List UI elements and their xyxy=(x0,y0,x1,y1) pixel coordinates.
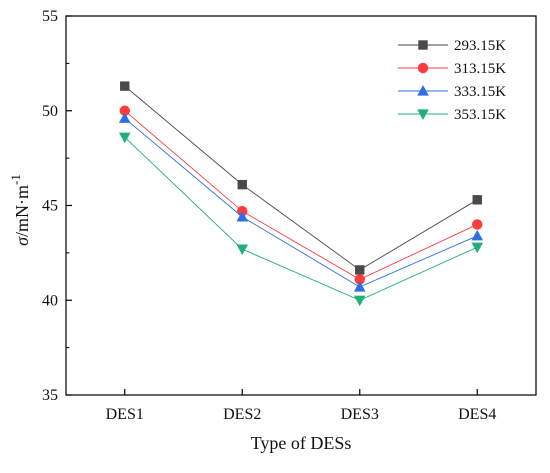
legend-marker xyxy=(417,62,429,74)
y-axis-ticks: 35 40 45 50 55 xyxy=(42,8,72,404)
legend-marker xyxy=(417,85,429,96)
x-tick-label: DES1 xyxy=(106,406,144,423)
legend-item: 353.15K xyxy=(398,107,506,123)
data-point xyxy=(353,295,366,307)
x-tick-label: DES3 xyxy=(341,406,379,423)
series-line xyxy=(124,136,478,301)
y-tick-label: 35 xyxy=(42,387,58,404)
series-353.15K xyxy=(118,132,484,307)
series-333.15K xyxy=(118,112,484,292)
series-293.15K xyxy=(120,81,482,275)
legend-label: 313.15K xyxy=(454,61,506,77)
y-axis-unit-exponent: -1 xyxy=(8,174,23,185)
legend-item: 313.15K xyxy=(398,61,506,77)
x-tick-label: DES2 xyxy=(223,406,261,423)
data-point xyxy=(237,179,247,190)
legend-marker xyxy=(418,40,428,50)
data-point xyxy=(355,265,365,275)
data-point xyxy=(354,274,365,285)
x-axis-title: Type of DESs xyxy=(251,433,352,453)
data-point xyxy=(118,112,131,123)
series-line xyxy=(124,117,478,288)
legend-label: 333.15K xyxy=(454,84,506,100)
data-point xyxy=(118,132,131,144)
data-point xyxy=(236,244,249,256)
series-313.15K xyxy=(119,105,483,285)
data-point xyxy=(472,195,482,205)
legend-item: 333.15K xyxy=(398,84,506,100)
data-point xyxy=(471,229,484,241)
data-point xyxy=(353,280,366,292)
series-line xyxy=(124,85,478,271)
y-axis-symbol: σ xyxy=(12,236,32,246)
y-axis-unit: /mN·m xyxy=(12,185,32,237)
legend-marker xyxy=(417,109,429,120)
data-point xyxy=(471,242,484,254)
data-point xyxy=(236,210,249,222)
data-point xyxy=(119,105,130,116)
series-layer xyxy=(118,81,484,307)
legend-item: 293.15K xyxy=(398,38,506,54)
y-tick-label: 50 xyxy=(42,103,58,120)
legend-label: 293.15K xyxy=(454,38,506,54)
legend-label: 353.15K xyxy=(454,107,506,123)
legend: 293.15K 313.15K 333.15K 353.15K xyxy=(398,38,506,123)
y-tick-label: 55 xyxy=(42,8,58,25)
y-tick-label: 45 xyxy=(42,198,58,215)
y-tick-label: 40 xyxy=(42,292,58,309)
y-axis-title: σ/mN·m-1 xyxy=(8,174,32,246)
data-point xyxy=(472,219,483,230)
data-point xyxy=(120,81,130,91)
series-line xyxy=(124,110,478,280)
x-tick-label: DES4 xyxy=(458,406,496,423)
x-axis-ticks: DES1 DES2 DES3 DES4 xyxy=(106,389,496,423)
